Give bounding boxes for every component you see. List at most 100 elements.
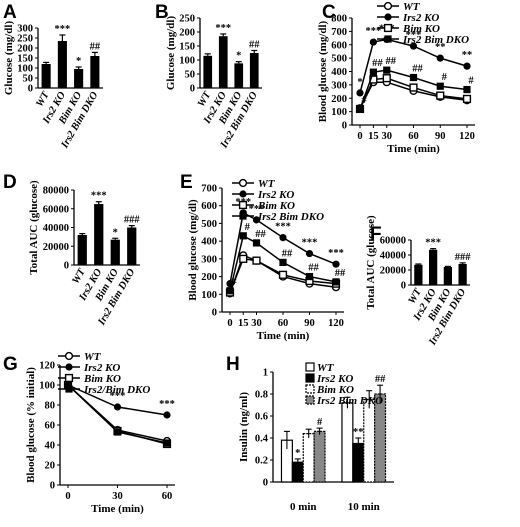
panel-letter-d: D — [3, 172, 17, 193]
bar-B — [234, 63, 244, 88]
data-point-E — [332, 260, 340, 268]
significance-label-E: ## — [282, 248, 293, 259]
y-tick-label-A: 250 — [17, 34, 33, 45]
data-point-C — [436, 91, 445, 100]
bar-D — [94, 204, 104, 265]
series-line-C — [359, 77, 468, 110]
significance-label-G: *** — [159, 399, 175, 410]
significance-label-E: # — [231, 277, 237, 288]
bar-A — [41, 64, 51, 88]
legend-label-E: WT — [258, 178, 276, 190]
y-tick-label-A: 50 — [23, 74, 34, 85]
data-point-C — [436, 54, 444, 62]
legend-swatch-H — [305, 373, 315, 383]
significance-label-B: * — [236, 51, 241, 62]
legend-label-C: Bim KO — [402, 23, 440, 35]
y-tick-label-C: 400 — [331, 67, 347, 78]
series-line-E — [229, 234, 337, 291]
legend-marker-E — [238, 178, 248, 188]
legend-label-G: WT — [84, 351, 102, 363]
x-tick-label-E: 0 — [227, 318, 232, 329]
series-line-E — [229, 258, 337, 293]
significance-label-E: *** — [249, 204, 265, 215]
legend-marker-G — [65, 363, 73, 371]
significance-label-C: * — [357, 77, 362, 88]
y-tick-label-F: 0 — [401, 281, 406, 292]
y-tick-label-E: 700 — [201, 184, 217, 195]
y-tick-label-C: 800 — [331, 14, 347, 25]
y-tick-label-C: 200 — [331, 94, 347, 105]
bar-H — [363, 398, 376, 483]
y-tick-label-C: 500 — [331, 54, 347, 65]
data-point-E — [332, 278, 340, 286]
y-axis-title-C: Blood glucose (mg/dl) — [317, 20, 329, 122]
y-tick-label-A: 150 — [17, 54, 33, 65]
y-tick-label-A: 300 — [17, 24, 33, 35]
data-point-G — [163, 439, 171, 447]
data-point-G — [113, 403, 122, 411]
y-axis-title-B: Glucose (mg/dl) — [165, 16, 177, 91]
significance-label-C: ** — [435, 42, 446, 53]
panel-letter-f: F — [370, 224, 382, 245]
significance-label-H: ## — [375, 374, 386, 385]
y-tick-label-F: 20000 — [380, 266, 406, 277]
legend-label-C: Irs2 KO — [402, 12, 439, 24]
significance-label-C: # — [442, 72, 448, 83]
data-point-E — [279, 234, 287, 242]
significance-label-B: ## — [249, 39, 260, 50]
panel-letter-b: B — [155, 2, 169, 23]
bar-B — [218, 36, 228, 88]
x-tick-label-C: 60 — [408, 131, 419, 142]
y-tick-label-G: 60 — [45, 421, 56, 432]
y-tick-label-B: 250 — [179, 14, 195, 25]
y-tick-label-G: 20 — [45, 461, 56, 472]
y-tick-label-B: 100 — [179, 56, 195, 67]
data-point-C — [409, 83, 418, 92]
data-point-C — [463, 85, 471, 94]
bar-D — [127, 227, 137, 265]
significance-label-C: # — [361, 95, 367, 106]
y-tick-label-C: 100 — [331, 107, 347, 118]
data-point-E — [252, 239, 261, 247]
y-tick-label-H: 0.6 — [255, 412, 268, 423]
y-tick-label-C: 0 — [342, 121, 347, 132]
bar-H — [374, 393, 387, 483]
y-tick-label-E: 100 — [201, 290, 217, 301]
y-tick-label-E: 300 — [201, 254, 217, 265]
legend-label-G: Bim KO — [83, 373, 121, 385]
series-line-C — [359, 81, 468, 109]
data-point-C — [356, 89, 364, 97]
bar-H — [352, 442, 365, 483]
bar-F — [443, 267, 453, 285]
significance-label-C: # — [468, 76, 474, 87]
data-point-E — [278, 270, 288, 279]
legend-label-E: Irs2 Bim DKO — [257, 211, 324, 223]
data-point-C — [369, 68, 377, 76]
bar-F — [428, 249, 438, 285]
data-point-C — [382, 74, 391, 83]
legend-marker-C — [384, 35, 392, 43]
x-tick-label-C: 0 — [357, 131, 362, 142]
x-tick-label-G: 0 — [65, 491, 70, 502]
x-tick-label-G: 30 — [112, 491, 123, 502]
data-point-G — [163, 411, 171, 419]
data-point-C — [356, 105, 364, 113]
legend-label-G: Irs2/Bim DKO — [83, 384, 150, 396]
significance-label-C: ## — [386, 56, 397, 67]
y-tick-label-G: 120 — [39, 361, 55, 372]
panel-letter-e: E — [180, 172, 193, 193]
series-line-C — [359, 69, 468, 110]
significance-label-A: *** — [55, 24, 71, 35]
data-point-C — [369, 38, 377, 46]
significance-label-A: ## — [90, 41, 101, 52]
y-tick-label-G: 40 — [45, 441, 56, 452]
y-tick-label-H: 1 — [263, 368, 268, 379]
legend-marker-C — [384, 13, 392, 21]
y-tick-label-E: 200 — [201, 272, 217, 283]
significance-label-D: ### — [124, 215, 141, 226]
data-point-C — [409, 73, 418, 82]
y-tick-label-B: 150 — [179, 42, 195, 53]
data-point-C — [463, 62, 471, 70]
x-tick-label-E: 60 — [278, 318, 289, 329]
legend-label-C: Irs2 Bim DKO — [402, 34, 469, 46]
